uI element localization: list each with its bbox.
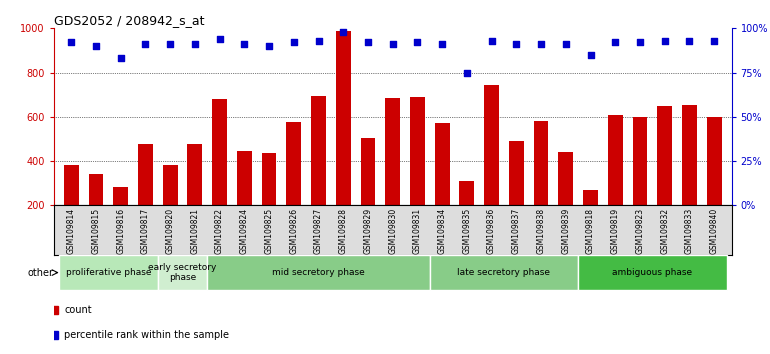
Point xyxy=(362,40,374,45)
Point xyxy=(139,41,152,47)
Text: late secretory phase: late secretory phase xyxy=(457,268,551,277)
Bar xyxy=(435,124,450,205)
Bar xyxy=(682,105,697,205)
Text: proliferative phase: proliferative phase xyxy=(65,268,151,277)
Bar xyxy=(484,85,499,205)
Point xyxy=(511,41,523,47)
Point xyxy=(609,40,621,45)
Text: GSM109823: GSM109823 xyxy=(635,208,644,254)
Point xyxy=(535,41,547,47)
Point xyxy=(189,41,201,47)
Text: GSM109832: GSM109832 xyxy=(660,208,669,254)
Text: GSM109835: GSM109835 xyxy=(463,208,471,254)
Point xyxy=(313,38,325,44)
Text: GSM109837: GSM109837 xyxy=(512,208,521,254)
Text: GSM109829: GSM109829 xyxy=(363,208,373,254)
Text: percentile rank within the sample: percentile rank within the sample xyxy=(64,330,229,339)
Point xyxy=(485,38,497,44)
Point xyxy=(90,43,102,49)
Point xyxy=(634,40,646,45)
Bar xyxy=(311,96,326,205)
Point xyxy=(238,41,250,47)
Point xyxy=(115,56,127,61)
Bar xyxy=(237,151,252,205)
Text: GSM109818: GSM109818 xyxy=(586,208,595,254)
Point xyxy=(263,43,275,49)
Bar xyxy=(608,115,623,205)
Text: GSM109839: GSM109839 xyxy=(561,208,571,254)
Point xyxy=(411,40,424,45)
Text: early secretory
phase: early secretory phase xyxy=(149,263,216,282)
Bar xyxy=(286,122,301,205)
Text: GSM109825: GSM109825 xyxy=(265,208,273,254)
Bar xyxy=(262,153,276,205)
Point xyxy=(683,38,695,44)
Point xyxy=(708,38,721,44)
Bar xyxy=(385,98,400,205)
Point xyxy=(288,40,300,45)
Point xyxy=(164,41,176,47)
Text: GSM109822: GSM109822 xyxy=(215,208,224,254)
Text: GSM109833: GSM109833 xyxy=(685,208,694,254)
Text: GSM109836: GSM109836 xyxy=(487,208,496,254)
Bar xyxy=(207,255,430,290)
Text: GSM109826: GSM109826 xyxy=(290,208,298,254)
Point xyxy=(213,36,226,42)
Bar xyxy=(658,106,672,205)
Text: ambiguous phase: ambiguous phase xyxy=(612,268,692,277)
Point xyxy=(436,41,448,47)
Bar xyxy=(213,99,227,205)
Bar xyxy=(158,255,207,290)
Bar xyxy=(534,121,548,205)
Point xyxy=(560,41,572,47)
Text: mid secretory phase: mid secretory phase xyxy=(272,268,365,277)
Bar xyxy=(113,187,128,205)
Bar xyxy=(89,175,103,205)
Bar xyxy=(410,97,425,205)
Text: GSM109814: GSM109814 xyxy=(67,208,75,254)
Text: GSM109824: GSM109824 xyxy=(239,208,249,254)
Text: GSM109819: GSM109819 xyxy=(611,208,620,254)
Text: GSM109840: GSM109840 xyxy=(710,208,718,254)
Bar xyxy=(578,255,727,290)
Bar xyxy=(583,190,598,205)
Bar xyxy=(430,255,578,290)
Text: other: other xyxy=(28,268,53,278)
Bar xyxy=(138,144,152,205)
Text: GSM109817: GSM109817 xyxy=(141,208,150,254)
Text: GSM109816: GSM109816 xyxy=(116,208,126,254)
Text: GSM109820: GSM109820 xyxy=(166,208,175,254)
Point xyxy=(65,40,77,45)
Point xyxy=(460,70,473,75)
Point xyxy=(658,38,671,44)
Bar xyxy=(460,181,474,205)
Text: GSM109815: GSM109815 xyxy=(92,208,100,254)
Bar xyxy=(59,255,158,290)
Bar xyxy=(633,117,648,205)
Bar xyxy=(558,152,573,205)
Text: GSM109838: GSM109838 xyxy=(537,208,546,254)
Text: GSM109834: GSM109834 xyxy=(437,208,447,254)
Text: GSM109821: GSM109821 xyxy=(190,208,199,254)
Bar xyxy=(64,166,79,205)
Point xyxy=(337,29,350,35)
Text: count: count xyxy=(64,305,92,315)
Bar xyxy=(707,117,721,205)
Bar xyxy=(187,144,203,205)
Point xyxy=(584,52,597,58)
Bar xyxy=(336,30,350,205)
Text: GSM109830: GSM109830 xyxy=(388,208,397,254)
Text: GDS2052 / 208942_s_at: GDS2052 / 208942_s_at xyxy=(54,14,204,27)
Bar xyxy=(509,141,524,205)
Text: GSM109827: GSM109827 xyxy=(314,208,323,254)
Text: GSM109828: GSM109828 xyxy=(339,208,348,254)
Point xyxy=(387,41,399,47)
Bar xyxy=(360,138,376,205)
Bar xyxy=(162,166,178,205)
Text: GSM109831: GSM109831 xyxy=(413,208,422,254)
